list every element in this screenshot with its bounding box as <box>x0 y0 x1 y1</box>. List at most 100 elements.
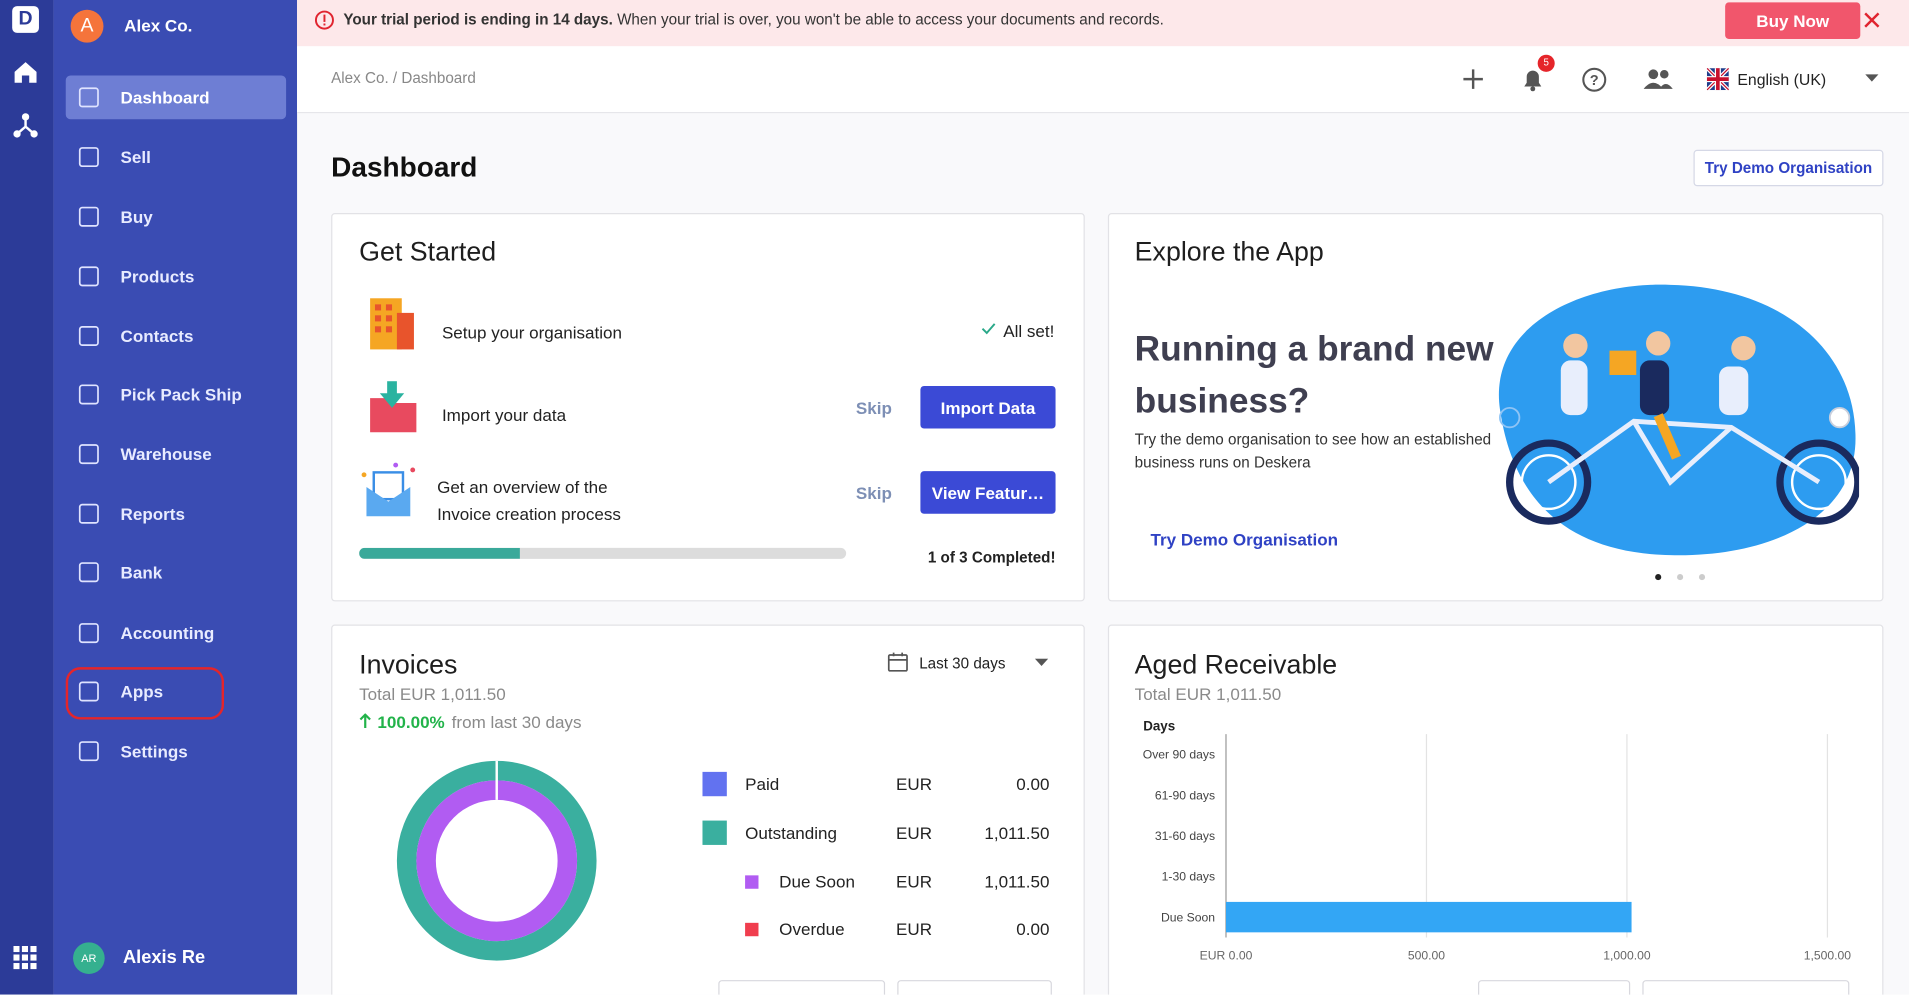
explore-heading: Running a brand new business? <box>1134 329 1494 422</box>
language-caret[interactable] <box>1865 74 1879 83</box>
invoices-change: 100.00% <box>377 712 445 732</box>
menu-item[interactable]: Apps <box>66 670 286 714</box>
breadcrumb[interactable]: Alex Co. / Dashboard <box>331 69 476 87</box>
explore-link[interactable]: Try Demo Organisation <box>1150 529 1339 550</box>
y-tick-label: Over 90 days <box>1143 748 1215 762</box>
menu-icon <box>78 444 99 465</box>
menu-label: Accounting <box>120 623 215 643</box>
menu-icon <box>78 503 99 524</box>
banner-strong: Your trial period is ending in 14 days. <box>343 10 613 29</box>
user-name[interactable]: Alexis Re <box>122 947 206 968</box>
invoice-icon <box>361 462 416 517</box>
menu-item[interactable]: Buy <box>66 195 286 239</box>
alert-icon <box>314 10 334 30</box>
menu-item[interactable]: Reports <box>66 492 286 536</box>
menu-label: Apps <box>120 681 164 702</box>
carousel-dots[interactable] <box>1651 572 1709 582</box>
menu-label: Products <box>120 266 195 287</box>
menu-item[interactable]: Settings <box>66 729 286 773</box>
button[interactable] <box>1478 980 1631 995</box>
card-title: Invoices <box>359 648 458 680</box>
menu-icon <box>78 623 99 644</box>
legend-name: Paid <box>745 774 780 794</box>
notification-icon[interactable] <box>1519 66 1546 93</box>
button[interactable] <box>718 980 886 995</box>
legend-value: 0.00 <box>1016 919 1050 939</box>
home-icon[interactable] <box>12 58 39 85</box>
flag-icon <box>1706 68 1729 91</box>
menu-item[interactable]: Contacts <box>66 314 286 358</box>
action-button[interactable]: View Featur… <box>920 471 1056 514</box>
invoices-total: Total EUR 1,011.50 <box>359 684 506 704</box>
legend-swatch <box>745 922 759 936</box>
menu-icon <box>78 562 99 583</box>
invoices-change-text: from last 30 days <box>451 712 582 732</box>
menu-item[interactable]: Sell <box>66 135 286 179</box>
period-select[interactable]: Last 30 days <box>919 654 1006 673</box>
legend-currency: EUR <box>896 774 933 794</box>
legend-value: 1,011.50 <box>984 823 1050 843</box>
legend-name: Overdue <box>779 919 845 939</box>
menu-item[interactable]: Pick Pack Ship <box>66 373 286 417</box>
step-label: Get an overview of the Invoice creation … <box>437 477 621 524</box>
aged-total: Total EUR 1,011.50 <box>1134 684 1282 704</box>
org-icon[interactable] <box>12 112 39 139</box>
y-tick-label: Due Soon <box>1161 910 1215 924</box>
menu-icon <box>78 741 99 762</box>
top-bar <box>297 46 1909 114</box>
organisation-icon <box>370 298 414 350</box>
trial-banner <box>297 0 1909 47</box>
action-button[interactable]: Import Data <box>920 385 1056 429</box>
step-label: Setup your organisation <box>441 322 622 343</box>
close-icon[interactable] <box>1864 12 1880 28</box>
buy-now-button[interactable]: Buy Now <box>1725 2 1861 39</box>
period-caret[interactable] <box>1034 658 1049 668</box>
step-status: All set! <box>1003 321 1055 341</box>
org-name[interactable]: Alex Co. <box>124 15 193 36</box>
axis-title: Days <box>1143 718 1175 733</box>
try-demo-button[interactable]: Try Demo Organisation <box>1693 149 1884 187</box>
apps-grid-icon[interactable] <box>13 945 37 970</box>
menu-label: Pick Pack Ship <box>120 384 242 405</box>
app-strip <box>0 0 54 995</box>
explore-text: Try the demo organisation to see how an … <box>1134 430 1492 472</box>
menu-item[interactable]: Warehouse <box>66 432 286 476</box>
add-icon[interactable] <box>1461 67 1485 91</box>
button[interactable] <box>1642 980 1850 995</box>
logo[interactable]: D <box>12 6 39 33</box>
menu-item[interactable]: Accounting <box>66 611 286 655</box>
menu-label: Buy <box>120 206 153 227</box>
menu-icon <box>78 681 99 702</box>
y-tick-label: 61-90 days <box>1155 788 1215 802</box>
menu-item[interactable]: Products <box>66 254 286 298</box>
legend-value: 1,011.50 <box>984 871 1050 892</box>
bar <box>1225 901 1632 933</box>
menu-icon <box>78 266 99 287</box>
x-tick-label: 1,000.00 <box>1603 948 1651 962</box>
skip-button[interactable]: Skip <box>855 483 892 503</box>
banner-text: When your trial is over, you won't be ab… <box>617 10 1164 29</box>
x-tick-label: 1,500.00 <box>1804 948 1852 962</box>
button[interactable] <box>897 980 1052 995</box>
menu-icon <box>78 326 99 347</box>
notification-badge: 5 <box>1537 54 1555 72</box>
svg-text:?: ? <box>1590 73 1599 89</box>
skip-button[interactable]: Skip <box>855 398 892 418</box>
aged-receivable-card <box>1107 624 1884 995</box>
calendar-icon[interactable] <box>887 651 909 672</box>
card-title: Explore the App <box>1134 236 1324 267</box>
up-arrow <box>359 713 371 729</box>
help-icon[interactable]: ? <box>1581 67 1607 93</box>
menu-label: Bank <box>120 562 163 582</box>
menu-item[interactable]: Dashboard <box>65 75 287 120</box>
org-avatar: A <box>70 9 104 43</box>
progress-track <box>359 547 847 559</box>
illustration <box>1498 284 1860 556</box>
menu-item[interactable]: Bank <box>66 550 286 594</box>
menu-icon <box>78 384 99 405</box>
progress-fill <box>359 547 520 559</box>
users-icon[interactable] <box>1643 68 1673 90</box>
menu-icon <box>78 87 99 108</box>
language-select[interactable]: English (UK) <box>1737 70 1827 89</box>
